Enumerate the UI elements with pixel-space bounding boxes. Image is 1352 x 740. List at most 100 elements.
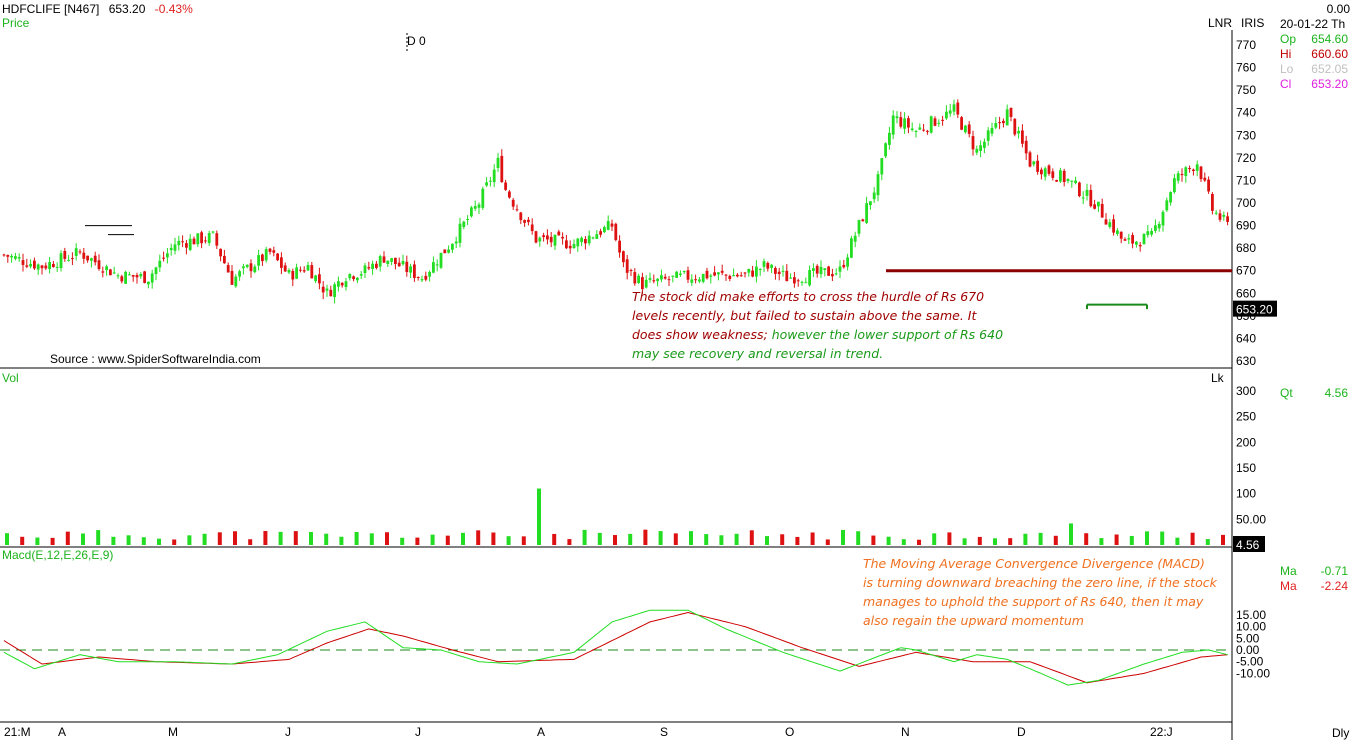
candle-body — [1097, 201, 1100, 207]
candle-body — [466, 219, 469, 221]
candle-body — [82, 252, 86, 259]
ohlc-panel: 0.00 20-01-22 Th Op 654.60 Hi 660.60 Lo 652.0… — [1280, 2, 1350, 92]
candle-body — [166, 253, 169, 258]
volume-bar — [157, 538, 161, 545]
candle-body — [1165, 200, 1169, 211]
volume-tick-label: 100 — [1236, 487, 1256, 501]
x-tick-label: 22:J — [1150, 725, 1173, 739]
candle-body — [302, 270, 306, 272]
ohlc-key: Cl — [1280, 77, 1292, 91]
candle-body — [390, 258, 393, 262]
x-tick-label: A — [537, 725, 545, 739]
volume-bar — [1069, 523, 1073, 545]
volume-bar — [628, 533, 633, 545]
candle-body — [306, 265, 310, 271]
ohlc-value: 660.60 — [1311, 47, 1348, 61]
qt-key: Qt — [1280, 386, 1293, 400]
candle-body — [975, 148, 979, 153]
volume-bar — [871, 535, 876, 545]
candle-body — [903, 118, 906, 129]
ohlc-key: Hi — [1280, 47, 1292, 61]
candle-body — [25, 265, 29, 267]
volume-bar — [20, 536, 25, 545]
volume-tick-label: 200 — [1236, 435, 1256, 449]
candle-body — [90, 258, 93, 261]
candle-body — [1013, 118, 1017, 135]
volume-bar — [582, 529, 587, 545]
volume-bar — [962, 538, 967, 545]
candle-body — [1040, 169, 1043, 175]
candle-body — [71, 258, 74, 260]
candle-body — [667, 279, 671, 281]
ohlc-value: 652.05 — [1311, 62, 1348, 76]
candle-body — [245, 264, 249, 267]
candle-body — [386, 260, 390, 265]
candle-body — [994, 123, 998, 128]
candle-body — [663, 276, 667, 279]
candle-body — [188, 238, 192, 251]
candle-body — [432, 262, 435, 273]
price-tick-label: 750 — [1236, 83, 1256, 97]
candle-body — [17, 257, 21, 259]
macd-line — [3, 609, 1228, 686]
candle-body — [93, 255, 97, 263]
candle-body — [1135, 241, 1138, 245]
panel-value: 0.00 — [1326, 2, 1350, 16]
macd-tick-label: 0.00 — [1236, 643, 1260, 657]
candle-body — [823, 268, 827, 271]
candle-body — [318, 274, 321, 284]
candle-body — [808, 269, 811, 286]
candle-body — [1199, 166, 1203, 180]
dly-label[interactable]: Dly — [1332, 726, 1350, 740]
iris-label[interactable]: IRIS — [1241, 16, 1265, 30]
volume-pane-label: Vol — [2, 371, 19, 385]
volume-bar — [886, 536, 891, 545]
candle-body — [777, 271, 781, 275]
candle-body — [899, 117, 903, 127]
volume-bar — [1008, 538, 1013, 545]
price-tick-label: 710 — [1236, 173, 1256, 187]
volume-bar — [1023, 533, 1028, 545]
candle-body — [185, 243, 188, 248]
lnr-label[interactable]: LNR — [1208, 16, 1233, 30]
candle-body — [869, 201, 872, 206]
candle-body — [135, 275, 139, 278]
candle-body — [257, 255, 260, 266]
candle-body — [359, 274, 363, 276]
candle-body — [736, 274, 739, 277]
volume-bar — [35, 537, 40, 545]
candle-body — [1173, 178, 1176, 193]
candle-body — [207, 233, 211, 244]
candle-body — [979, 145, 982, 151]
candle-body — [120, 276, 124, 282]
candle-body — [546, 235, 549, 240]
candle-body — [238, 271, 241, 277]
candle-body — [648, 278, 652, 280]
volume-bar — [901, 539, 906, 545]
candle-body — [622, 251, 625, 263]
volume-bar — [1221, 534, 1225, 545]
candle-body — [504, 182, 507, 190]
lk-label[interactable]: Lk — [1211, 371, 1224, 385]
volume-bar — [825, 539, 830, 545]
ohlc-rows: Op 654.60 Hi 660.60 Lo 652.05 Cl 653.20 — [1280, 32, 1350, 92]
candle-body — [584, 239, 587, 244]
volume-bar — [719, 535, 724, 545]
macd-panel: Ma -0.71 Ma -2.24 — [1280, 564, 1348, 594]
candle-body — [1157, 223, 1161, 229]
candle-body — [378, 256, 382, 267]
ohlc-row: Lo 652.05 — [1280, 62, 1350, 77]
candle-body — [181, 241, 184, 243]
candle-body — [131, 274, 135, 277]
candle-body — [1100, 203, 1104, 218]
candle-body — [591, 237, 595, 239]
candle-body — [1081, 197, 1085, 199]
candle-body — [2, 254, 6, 256]
candle-body — [929, 116, 933, 133]
candle-body — [1222, 214, 1226, 217]
candle-body — [10, 255, 13, 258]
candle-body — [698, 279, 701, 282]
candle-body — [941, 119, 944, 121]
candle-body — [462, 221, 466, 228]
